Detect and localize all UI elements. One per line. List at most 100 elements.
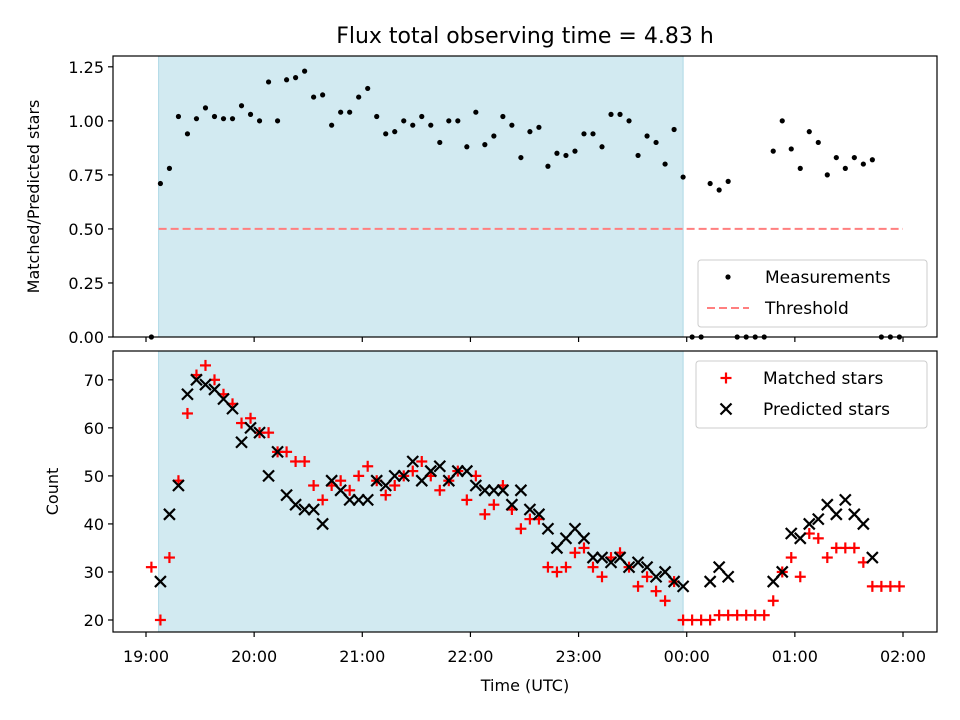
measurement-point xyxy=(554,150,560,156)
measurement-point xyxy=(401,118,407,124)
predicted-point xyxy=(541,522,555,536)
matched-point xyxy=(812,532,824,544)
y-tick-label: 0.50 xyxy=(68,220,104,239)
matched-point xyxy=(650,585,662,597)
matched-point xyxy=(488,499,500,511)
predicted-point xyxy=(622,560,636,574)
measurement-point xyxy=(824,172,830,178)
measurement-point xyxy=(653,139,659,146)
predicted-point xyxy=(568,522,582,536)
measurement-point xyxy=(806,129,812,135)
measurement-point xyxy=(842,165,848,171)
measurement-point xyxy=(608,111,614,117)
measurement-point xyxy=(716,187,722,193)
observing-window-shade xyxy=(158,350,684,633)
top-panel: 0.00 0.25 0.50 0.75 1.00 1.25 Matched/Predicte… xyxy=(24,55,938,347)
measurement-point xyxy=(455,118,461,124)
predicted-point xyxy=(262,469,275,483)
matched-point xyxy=(299,455,311,467)
matched-point xyxy=(794,571,806,583)
measurement-point xyxy=(599,144,605,150)
predicted-point xyxy=(857,517,870,531)
measurement-point xyxy=(202,105,209,111)
measurement-point xyxy=(229,116,236,122)
measurement-point xyxy=(374,113,380,120)
predicted-point xyxy=(289,498,302,511)
legend-box xyxy=(695,360,928,429)
measurement-point xyxy=(238,103,245,109)
measurement-point xyxy=(166,165,173,171)
measurement-point xyxy=(572,148,578,154)
predicted-point xyxy=(208,383,221,396)
measurement-point xyxy=(356,94,362,100)
matched-point xyxy=(263,427,275,439)
measurement-point xyxy=(157,180,164,187)
y-tick-label: 30 xyxy=(84,563,104,582)
predicted-point xyxy=(766,575,780,588)
measurement-point xyxy=(247,111,254,117)
predicted-point xyxy=(163,508,176,521)
legend-label: Matched stars xyxy=(763,369,883,389)
measurement-point xyxy=(320,92,326,98)
measurement-point xyxy=(419,113,425,120)
predicted-point xyxy=(370,474,383,487)
predicted-point xyxy=(613,551,627,564)
measurement-point xyxy=(518,154,524,161)
measurement-point xyxy=(869,157,875,163)
matched-point xyxy=(479,508,491,520)
matched-point xyxy=(758,609,770,621)
predicted-point xyxy=(821,498,834,511)
measurement-point xyxy=(815,139,821,146)
matched-point xyxy=(353,470,365,482)
matched-point xyxy=(596,571,608,583)
measurement-point xyxy=(491,133,497,139)
legend: Measurements Threshold xyxy=(697,259,928,328)
measurement-point xyxy=(725,178,731,184)
x-tick-label: 20:00 xyxy=(231,647,277,666)
measurement-point xyxy=(338,109,344,115)
predicted-point xyxy=(514,484,528,497)
y-tick-label: 20 xyxy=(84,611,104,630)
y-tick-label: 70 xyxy=(84,371,104,390)
measurement-point xyxy=(256,118,263,124)
predicted-point xyxy=(640,560,654,574)
matched-point xyxy=(659,595,671,607)
predicted-point xyxy=(442,474,456,487)
predicted-point xyxy=(226,402,239,415)
matched-point xyxy=(281,446,293,458)
measurement-point xyxy=(437,139,443,146)
predicted-point xyxy=(775,565,789,579)
predicted-point xyxy=(830,508,843,521)
matched-point xyxy=(704,614,716,626)
y-tick-label: 0.75 xyxy=(68,166,104,185)
predicted-point xyxy=(505,498,519,511)
matched-point xyxy=(551,566,563,578)
axes-frame xyxy=(112,350,938,633)
legend-box xyxy=(697,259,928,328)
y-tick-label: 60 xyxy=(84,419,104,438)
measurement-point xyxy=(617,111,623,117)
legend: Matched stars Predicted stars xyxy=(695,360,928,429)
measurement-point xyxy=(428,122,434,128)
predicted-point xyxy=(334,484,347,497)
predicted-point xyxy=(802,517,816,531)
predicted-point xyxy=(343,493,356,507)
measurement-point xyxy=(680,174,686,180)
matched-point xyxy=(154,614,166,626)
predicted-point xyxy=(487,484,501,497)
measurement-point xyxy=(671,126,677,133)
predicted-point xyxy=(307,503,320,516)
predicted-point xyxy=(604,556,618,569)
predicted-point xyxy=(460,464,474,478)
measurement-point xyxy=(797,165,803,171)
measurement-point xyxy=(833,154,839,161)
measurement-point xyxy=(175,113,182,120)
observing-window-shade xyxy=(158,55,684,338)
predicted-point xyxy=(848,508,861,521)
y-tick-label: 50 xyxy=(84,467,104,486)
matched-point xyxy=(434,484,446,496)
predicted-point xyxy=(253,426,266,439)
measurement-point xyxy=(473,109,479,115)
predicted-point xyxy=(415,474,429,487)
predicted-point xyxy=(676,580,690,593)
